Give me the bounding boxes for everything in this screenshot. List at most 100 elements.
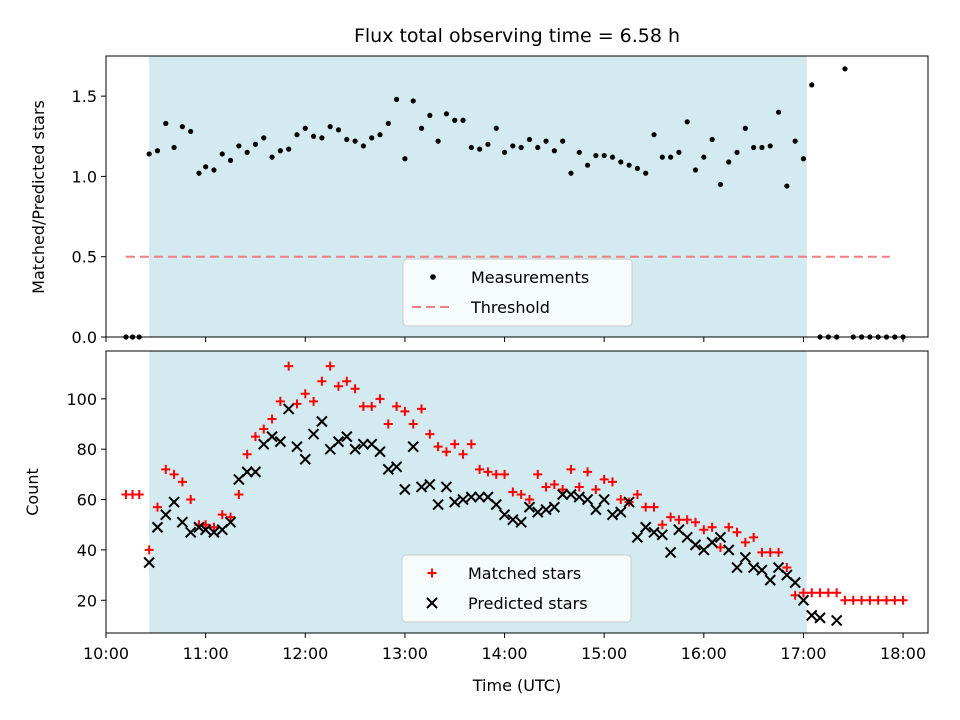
measurement-point: [327, 124, 333, 130]
matched-star-marker: [350, 384, 360, 394]
legend-measurements-label: Measurements: [471, 268, 589, 287]
y-tick-label: 80: [77, 440, 97, 459]
top-y-axis: 0.0 0.5 1.0 1.5: [72, 87, 106, 347]
chart-title: Flux total observing time = 6.58 h: [354, 25, 680, 47]
y-tick-label: 20: [77, 591, 97, 610]
predicted-star-marker: [457, 493, 469, 506]
measurement-point: [460, 117, 466, 123]
measurement-point: [576, 149, 582, 155]
matched-star-marker: [641, 502, 651, 512]
measurement-point: [377, 132, 383, 138]
measurement-point: [726, 159, 732, 165]
y-tick-label: 1.0: [72, 167, 97, 186]
matched-star-marker: [574, 482, 584, 492]
measurement-point: [584, 162, 591, 168]
measurement-point: [360, 143, 366, 149]
measurement-point: [394, 96, 400, 102]
matched-star-marker: [823, 588, 833, 598]
top-y-axis-label: Matched/Predicted stars: [29, 100, 48, 294]
measurement-point: [560, 138, 566, 144]
measurement-point: [154, 148, 161, 154]
matched-star-marker: [848, 595, 858, 605]
matched-star-marker: [441, 447, 451, 457]
predicted-star-marker: [623, 496, 635, 508]
measurement-point: [717, 181, 724, 188]
measurement-point: [709, 136, 715, 143]
predicted-star-marker: [193, 521, 205, 533]
predicted-star-marker: [143, 556, 155, 569]
matched-star-marker: [815, 588, 825, 598]
matched-star-marker: [144, 545, 154, 555]
measurement-point: [477, 146, 483, 152]
measurement-point: [236, 143, 242, 149]
matched-star-marker: [840, 595, 850, 605]
bottom-plot-frame: [105, 350, 929, 634]
predicted-star-marker: [648, 526, 660, 538]
y-tick-label: 0.0: [72, 328, 97, 347]
legend-threshold-label: Threshold: [470, 298, 550, 317]
predicted-star-marker: [639, 521, 652, 533]
y-tick-label: 60: [77, 491, 97, 510]
legend-predicted-label: Predicted stars: [468, 594, 588, 613]
matched-star-marker: [674, 515, 684, 525]
matched-star-marker: [342, 376, 352, 386]
bottom-panel: 20 40 60 80 100 10:00 11:00 12:00 13:00 14:00 15:…: [23, 350, 929, 695]
predicted-star-marker: [664, 546, 677, 559]
predicted-star-marker: [465, 491, 478, 503]
matched-star-marker: [566, 464, 576, 474]
matched-star-marker: [591, 484, 601, 494]
measurement-point: [227, 157, 234, 163]
matched-star-marker: [865, 595, 875, 605]
matched-stars-points: [121, 361, 908, 605]
measurement-point: [800, 156, 807, 162]
predicted-star-marker: [523, 501, 536, 513]
measurement-point: [551, 148, 557, 154]
predicted-star-marker: [797, 594, 810, 606]
predicted-star-marker: [332, 435, 345, 448]
measurement-point: [452, 117, 458, 123]
top-panel: 0.0 0.5 1.0 1.5 Matched/Predicted stars Mea…: [29, 55, 929, 347]
predicted-star-marker: [507, 513, 519, 526]
predicted-star-marker: [176, 516, 189, 528]
predicted-star-marker: [424, 478, 436, 491]
measurement-point: [634, 165, 640, 171]
matched-star-marker: [375, 394, 385, 404]
matched-star-marker: [483, 467, 493, 477]
legend-plus-marker: [427, 568, 437, 578]
predicted-star-marker: [689, 539, 702, 551]
legend-measurement-marker: [430, 274, 436, 280]
bottom-y-axis-label: Count: [23, 468, 42, 516]
matched-star-marker: [284, 361, 294, 371]
predicted-star-marker: [432, 498, 444, 511]
predicted-star-marker: [806, 609, 818, 622]
matched-star-marker: [392, 401, 402, 411]
bottom-y-axis: 20 40 60 80 100: [66, 390, 106, 610]
top-plot-frame: [105, 55, 929, 338]
measurement-point: [335, 127, 342, 133]
measurement-point: [252, 141, 259, 147]
matched-star-marker: [408, 419, 418, 429]
top-legend-box: [402, 258, 633, 327]
predicted-star-marker: [498, 508, 511, 521]
matched-star-marker: [724, 522, 734, 532]
bottom-legend: Matched stars Predicted stars: [401, 554, 632, 623]
matched-star-marker: [358, 401, 368, 411]
matched-star-marker: [400, 406, 410, 416]
matched-star-marker: [732, 527, 742, 537]
measurement-point: [344, 136, 350, 143]
matched-star-marker: [765, 547, 775, 557]
measurement-point: [211, 167, 217, 173]
measurement-point: [742, 125, 748, 131]
predicted-star-marker: [168, 496, 180, 508]
matched-star-marker: [649, 502, 659, 512]
measurement-point: [759, 144, 765, 151]
matched-star-marker: [898, 595, 908, 605]
measurement-point: [294, 132, 300, 138]
matched-star-marker: [177, 477, 187, 487]
matched-star-marker: [500, 469, 510, 479]
predicted-star-marker: [199, 524, 212, 536]
predicted-star-marker: [706, 536, 718, 549]
matched-star-marker: [458, 449, 468, 459]
matched-star-marker: [774, 547, 784, 557]
measurement-point: [269, 154, 275, 160]
